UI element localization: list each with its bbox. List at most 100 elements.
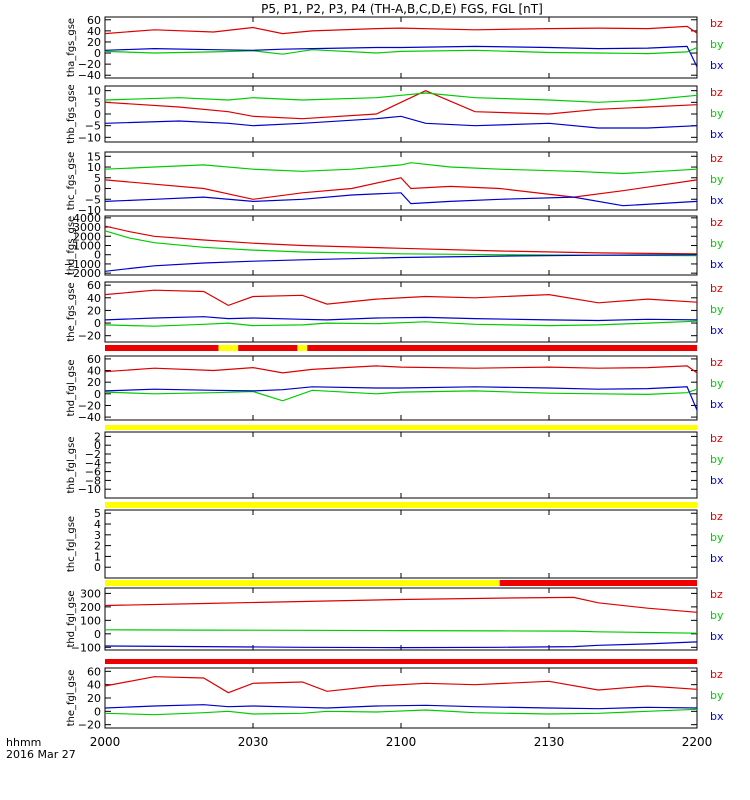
y-axis-label: the_fgl_gse <box>66 670 77 727</box>
y-tick-label: 60 <box>87 353 101 366</box>
y-tick-label: −2 <box>85 448 101 461</box>
y-tick-label: 1000 <box>73 240 101 253</box>
y-tick-label: 0 <box>94 628 101 641</box>
y-tick-label: −20 <box>78 330 101 343</box>
legend-bx: bx <box>710 630 724 643</box>
y-axis-label: thd_fgl_gse <box>66 591 77 648</box>
status-bar-segment <box>105 580 500 586</box>
legend-bz: bz <box>710 356 723 369</box>
y-tick-label: 40 <box>87 292 101 305</box>
time-axis: 2000 2030 2100 2130 2200 <box>90 735 713 749</box>
series-line-bz <box>104 225 698 255</box>
series-line-bx <box>104 641 698 649</box>
y-axis-label: thb_fgl_gse <box>66 437 77 494</box>
panel-frame <box>104 509 698 579</box>
y-tick-label: 1 <box>94 550 101 563</box>
series-line-bz <box>104 25 698 35</box>
y-tick-label: −1000 <box>64 258 101 271</box>
series-line-bz <box>104 177 698 200</box>
series-line-bx <box>104 704 698 710</box>
legend-by: by <box>710 107 724 120</box>
legend-bx: bx <box>710 398 724 411</box>
status-bar-segment <box>105 425 697 430</box>
legend-bz: bz <box>710 17 723 30</box>
date-label: 2016 Mar 27 <box>6 748 76 761</box>
series-line-bx <box>104 316 698 322</box>
y-axis-label: thd_fgs_gse <box>66 216 77 275</box>
legend-bz: bz <box>710 152 723 165</box>
y-tick-label: 0 <box>94 183 101 196</box>
series-line-by <box>104 162 698 175</box>
series-line-bz <box>104 289 698 307</box>
y-tick-label: −10 <box>78 204 101 217</box>
y-tick-label: 20 <box>87 36 101 49</box>
series-line-by <box>104 46 698 55</box>
series-line-by <box>104 92 698 103</box>
y-tick-label: 20 <box>87 692 101 705</box>
series-line-bx <box>104 192 698 207</box>
series-line-bx <box>104 115 698 129</box>
legend-by: by <box>710 173 724 186</box>
y-tick-label: 5 <box>94 172 101 185</box>
legend-by: by <box>710 377 724 390</box>
y-tick-label: 5 <box>94 507 101 520</box>
legend-bx: bx <box>710 474 724 487</box>
y-axis-label: thd_fgl_gse <box>66 360 77 417</box>
y-tick-label: 10 <box>87 161 101 174</box>
y-axis-label: tha_fgs_gse <box>66 18 77 77</box>
status-bar-segment <box>218 345 239 351</box>
y-tick-label: 0 <box>94 388 101 401</box>
legend-by: by <box>710 38 724 51</box>
y-tick-label: −40 <box>78 69 101 82</box>
x-tick-label: 2000 <box>90 735 121 749</box>
y-tick-label: 60 <box>87 279 101 292</box>
y-tick-label: 2 <box>94 540 101 553</box>
legend-bx: bx <box>710 710 724 723</box>
y-tick-label: −100 <box>71 641 101 654</box>
y-tick-label: 0 <box>94 317 101 330</box>
y-tick-label: 20 <box>87 304 101 317</box>
panel-frame <box>104 587 698 651</box>
y-tick-label: 5 <box>94 96 101 109</box>
y-tick-label: 60 <box>87 14 101 27</box>
series-line-by <box>104 230 698 257</box>
y-tick-label: −4 <box>85 457 101 470</box>
y-tick-label: 60 <box>87 665 101 678</box>
legend-bz: bz <box>710 282 723 295</box>
time-format-label: hhmm <box>6 736 41 749</box>
y-tick-label: 0 <box>94 108 101 121</box>
legend-bz: bz <box>710 432 723 445</box>
legend-bx: bx <box>710 552 724 565</box>
series-line-bz <box>104 676 698 694</box>
y-tick-label: 0 <box>94 705 101 718</box>
y-tick-label: −5 <box>85 120 101 133</box>
panel-frame <box>104 85 698 143</box>
legend-bx: bx <box>710 59 724 72</box>
legend-bx: bx <box>710 258 724 271</box>
legend-bz: bz <box>710 216 723 229</box>
y-tick-label: 20 <box>87 376 101 389</box>
y-tick-label: 3 <box>94 529 101 542</box>
y-axis-label: thc_fgl_gse <box>66 516 77 572</box>
y-tick-label: 4000 <box>73 212 101 225</box>
legend-bx: bx <box>710 128 724 141</box>
legend-by: by <box>710 237 724 250</box>
panel-frame <box>104 667 698 729</box>
y-tick-label: −5 <box>85 193 101 206</box>
status-bar-segment <box>499 580 697 586</box>
y-axis-label: thb_fgs_gse <box>66 84 77 143</box>
y-tick-label: 2 <box>94 430 101 443</box>
y-tick-label: −20 <box>78 719 101 732</box>
series-line-by <box>104 629 698 634</box>
legend-by: by <box>710 303 724 316</box>
panel-frame <box>104 151 698 211</box>
y-tick-label: −2000 <box>64 267 101 280</box>
